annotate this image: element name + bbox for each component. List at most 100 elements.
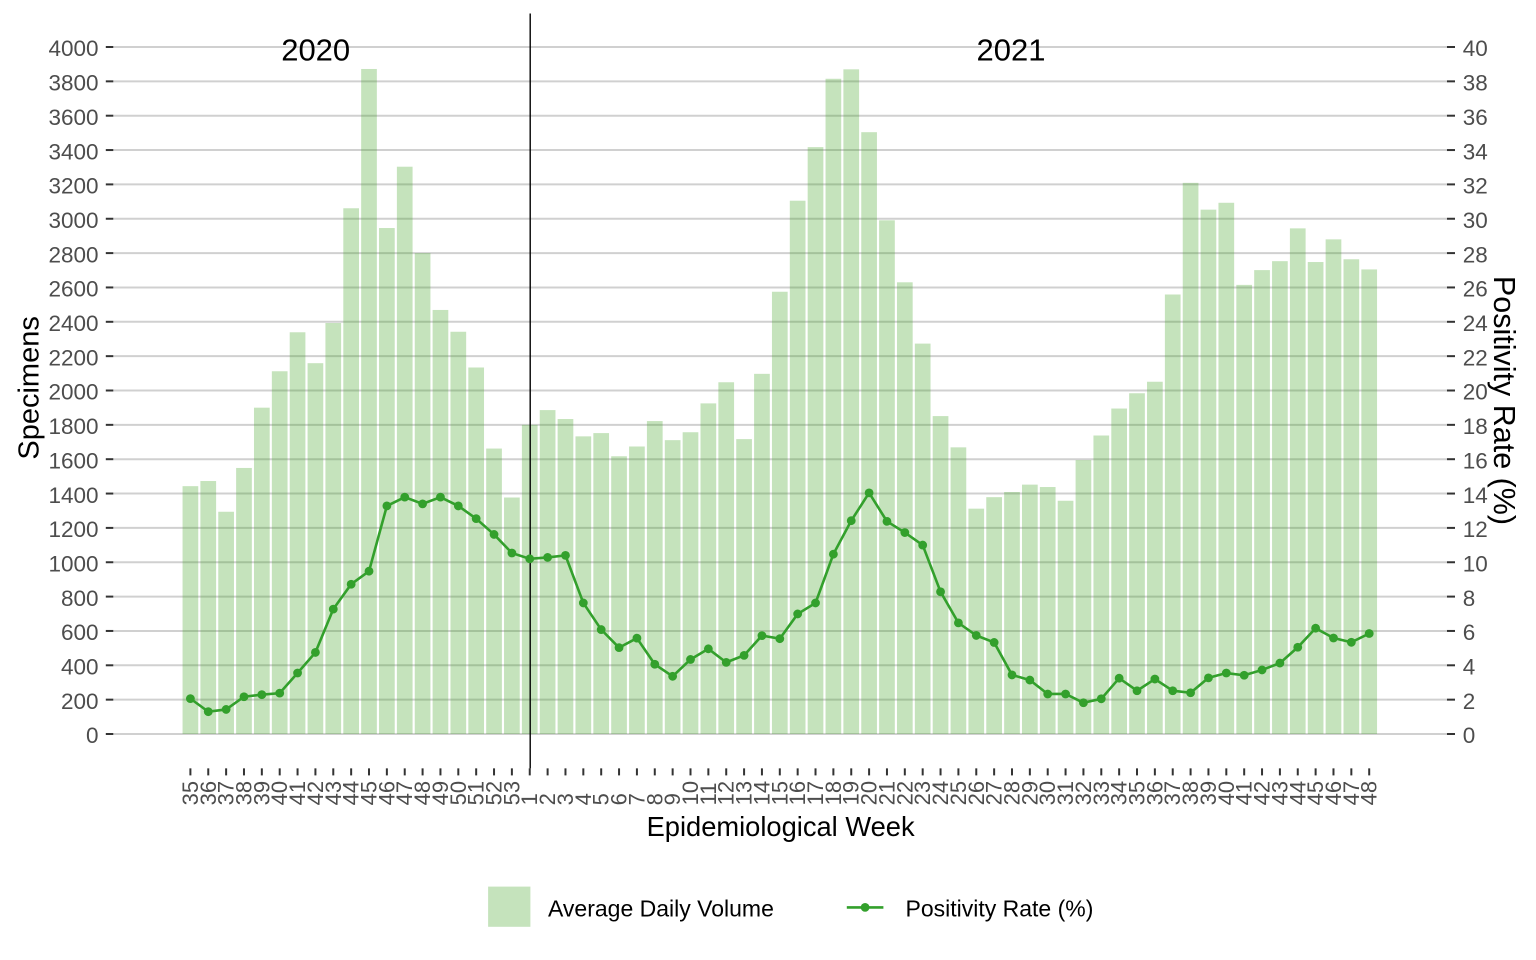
svg-text:23: 23 [910, 781, 935, 805]
svg-text:35: 35 [178, 781, 203, 805]
svg-text:41: 41 [285, 781, 310, 805]
svg-text:47: 47 [1339, 781, 1364, 805]
svg-text:0: 0 [1463, 723, 1476, 748]
svg-text:1800: 1800 [48, 414, 98, 439]
svg-text:17: 17 [803, 781, 828, 805]
svg-text:2800: 2800 [48, 242, 98, 267]
svg-text:Specimens: Specimens [14, 316, 46, 459]
svg-text:53: 53 [499, 781, 524, 805]
svg-text:13: 13 [732, 781, 757, 805]
svg-text:38: 38 [1463, 71, 1488, 96]
svg-text:42: 42 [303, 781, 328, 805]
svg-text:15: 15 [767, 781, 792, 805]
svg-text:29: 29 [1017, 781, 1042, 805]
svg-text:Epidemiological Week: Epidemiological Week [647, 811, 915, 842]
svg-text:200: 200 [61, 689, 99, 714]
svg-text:51: 51 [464, 781, 489, 805]
svg-text:32: 32 [1071, 781, 1096, 805]
svg-text:3600: 3600 [48, 105, 98, 130]
svg-text:30: 30 [1463, 208, 1488, 233]
svg-text:18: 18 [821, 781, 846, 805]
svg-text:40: 40 [1214, 781, 1239, 805]
svg-text:1400: 1400 [48, 483, 98, 508]
svg-text:6: 6 [607, 793, 632, 805]
svg-text:49: 49 [428, 781, 453, 805]
svg-text:400: 400 [61, 655, 99, 680]
svg-text:39: 39 [249, 781, 274, 805]
svg-text:44: 44 [1285, 781, 1310, 805]
svg-text:46: 46 [1321, 781, 1346, 805]
svg-text:1600: 1600 [48, 448, 98, 473]
svg-text:44: 44 [339, 781, 364, 805]
svg-text:28: 28 [999, 781, 1024, 805]
svg-text:43: 43 [321, 781, 346, 805]
svg-text:20: 20 [857, 781, 882, 805]
svg-text:27: 27 [982, 781, 1007, 805]
svg-text:2: 2 [1463, 689, 1476, 714]
svg-text:42: 42 [1250, 781, 1275, 805]
svg-text:9: 9 [660, 793, 685, 805]
svg-text:25: 25 [946, 781, 971, 805]
svg-text:50: 50 [446, 781, 471, 805]
svg-text:48: 48 [1357, 781, 1382, 805]
svg-text:36: 36 [1142, 781, 1167, 805]
svg-text:21: 21 [874, 781, 899, 805]
svg-text:24: 24 [928, 781, 953, 805]
svg-text:35: 35 [1125, 781, 1150, 805]
svg-text:3200: 3200 [48, 174, 98, 199]
svg-text:7: 7 [624, 793, 649, 805]
svg-text:2020: 2020 [281, 33, 350, 68]
svg-text:52: 52 [482, 781, 507, 805]
svg-text:26: 26 [1463, 277, 1488, 302]
svg-text:34: 34 [1107, 781, 1132, 805]
svg-text:2: 2 [535, 793, 560, 805]
svg-text:Average Daily Volume: Average Daily Volume [548, 896, 774, 922]
svg-text:3800: 3800 [48, 71, 98, 96]
svg-text:5: 5 [589, 793, 614, 805]
svg-text:43: 43 [1267, 781, 1292, 805]
svg-text:38: 38 [1178, 781, 1203, 805]
svg-text:36: 36 [196, 781, 221, 805]
svg-text:11: 11 [696, 783, 721, 806]
svg-text:1000: 1000 [48, 551, 98, 576]
svg-text:6: 6 [1463, 620, 1476, 645]
svg-text:32: 32 [1463, 174, 1488, 199]
svg-text:8: 8 [1463, 586, 1476, 611]
svg-text:19: 19 [839, 781, 864, 805]
svg-text:41: 41 [1232, 781, 1257, 805]
svg-text:39: 39 [1196, 781, 1221, 805]
svg-text:24: 24 [1463, 311, 1488, 336]
svg-text:0: 0 [86, 723, 99, 748]
svg-text:47: 47 [392, 781, 417, 805]
svg-text:33: 33 [1089, 781, 1114, 805]
svg-text:800: 800 [61, 586, 99, 611]
svg-text:8: 8 [642, 793, 667, 805]
svg-text:34: 34 [1463, 139, 1488, 164]
svg-text:22: 22 [892, 781, 917, 805]
svg-text:46: 46 [374, 781, 399, 805]
svg-text:3: 3 [553, 793, 578, 805]
svg-text:1: 1 [517, 793, 542, 805]
svg-text:37: 37 [214, 781, 239, 805]
svg-text:20: 20 [1463, 380, 1488, 405]
svg-text:Positivity Rate (%): Positivity Rate (%) [906, 896, 1094, 922]
svg-text:Positivity Rate (%): Positivity Rate (%) [1487, 276, 1521, 525]
svg-text:2000: 2000 [48, 380, 98, 405]
svg-text:40: 40 [1463, 36, 1488, 61]
svg-text:1200: 1200 [48, 517, 98, 542]
svg-text:4: 4 [1463, 655, 1476, 680]
svg-text:2400: 2400 [48, 311, 98, 336]
svg-text:14: 14 [1463, 483, 1488, 508]
svg-text:3400: 3400 [48, 139, 98, 164]
svg-text:36: 36 [1463, 105, 1488, 130]
svg-text:600: 600 [61, 620, 99, 645]
svg-text:22: 22 [1463, 345, 1488, 370]
svg-text:38: 38 [231, 781, 256, 805]
svg-text:40: 40 [267, 781, 292, 805]
svg-text:26: 26 [964, 781, 989, 805]
svg-text:14: 14 [749, 781, 774, 805]
svg-text:37: 37 [1160, 781, 1185, 805]
svg-text:28: 28 [1463, 242, 1488, 267]
svg-text:2600: 2600 [48, 277, 98, 302]
svg-text:45: 45 [1303, 781, 1328, 805]
